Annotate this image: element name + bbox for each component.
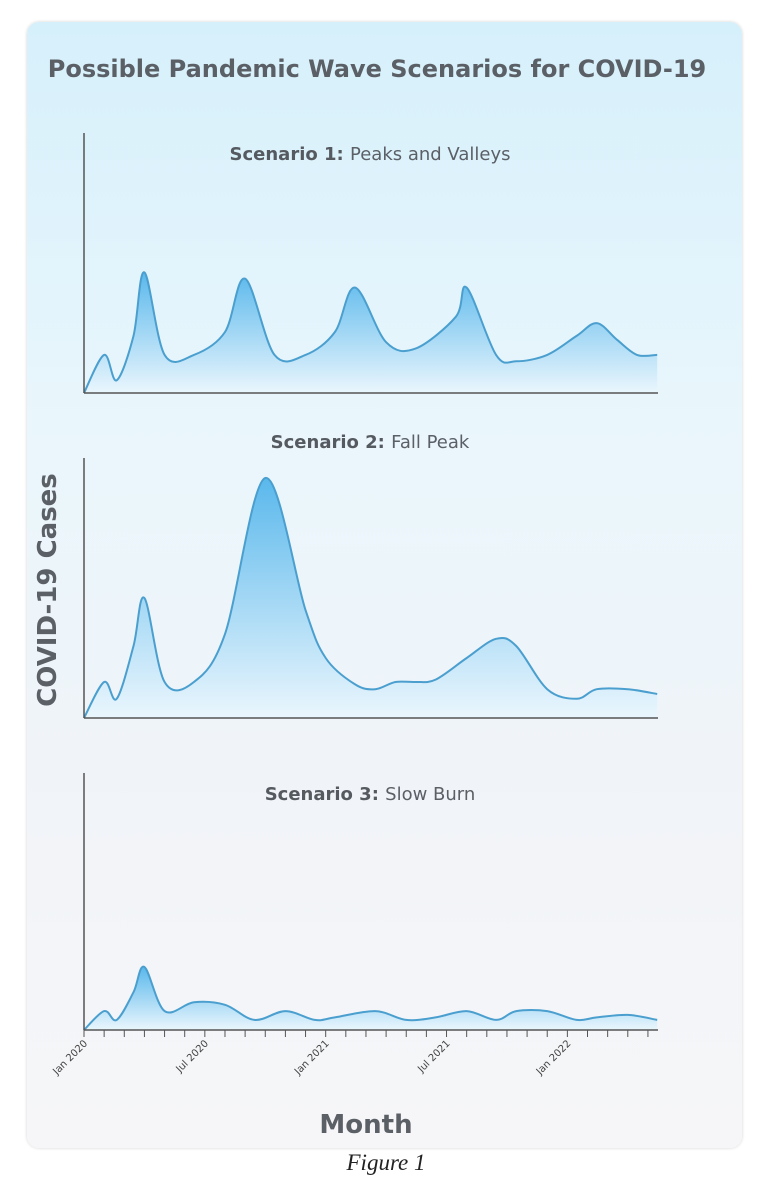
scenario-1-line xyxy=(83,271,658,394)
scenario-2-line xyxy=(83,477,658,719)
x-tick-label: Jan 2021 xyxy=(292,1038,332,1078)
x-tick-label: Jul 2020 xyxy=(174,1038,211,1075)
scenario-panel-1: Scenario 1: Peaks and Valleys xyxy=(83,133,658,394)
scenario-2-title: Scenario 2: Fall Peak xyxy=(271,432,470,453)
x-tick-label: Jan 2020 xyxy=(50,1038,90,1078)
scenario-3-title: Scenario 3: Slow Burn xyxy=(265,784,476,805)
figure-caption: Figure 1 xyxy=(346,1150,426,1175)
scenario-1-title-bold: Scenario 1: xyxy=(230,144,350,165)
scenario-3-area xyxy=(84,966,658,1030)
scenario-2-area xyxy=(84,477,658,718)
scenario-2-title-bold: Scenario 2: xyxy=(271,432,391,453)
panels: Scenario 1: Peaks and Valleys Scenario 2:… xyxy=(83,133,658,1031)
scenario-1-title: Scenario 1: Peaks and Valleys xyxy=(230,144,511,165)
scenario-3-title-normal: Slow Burn xyxy=(385,784,475,805)
scenario-2-title-normal: Fall Peak xyxy=(391,432,470,453)
x-tick-label: Jan 2022 xyxy=(534,1038,574,1078)
figure-card xyxy=(27,22,742,1148)
scenario-1-area xyxy=(84,272,658,393)
x-tick-label: Jul 2021 xyxy=(415,1038,452,1075)
y-axis-label: COVID-19 Cases xyxy=(33,473,63,707)
scenario-panel-3: Scenario 3: Slow Burn xyxy=(83,773,658,1031)
chart-title: Possible Pandemic Wave Scenarios for COV… xyxy=(48,55,707,83)
x-axis-label: Month xyxy=(319,1110,412,1140)
scenario-3-title-bold: Scenario 3: xyxy=(265,784,385,805)
scenario-3-line xyxy=(83,965,658,1031)
x-axis-ticks: Jan 2020 Jul 2020 Jan 2021 Jul 2021 Jan 2022 xyxy=(50,1030,649,1078)
scenario-1-title-normal: Peaks and Valleys xyxy=(350,144,510,165)
scenario-panel-2: Scenario 2: Fall Peak xyxy=(83,432,658,719)
